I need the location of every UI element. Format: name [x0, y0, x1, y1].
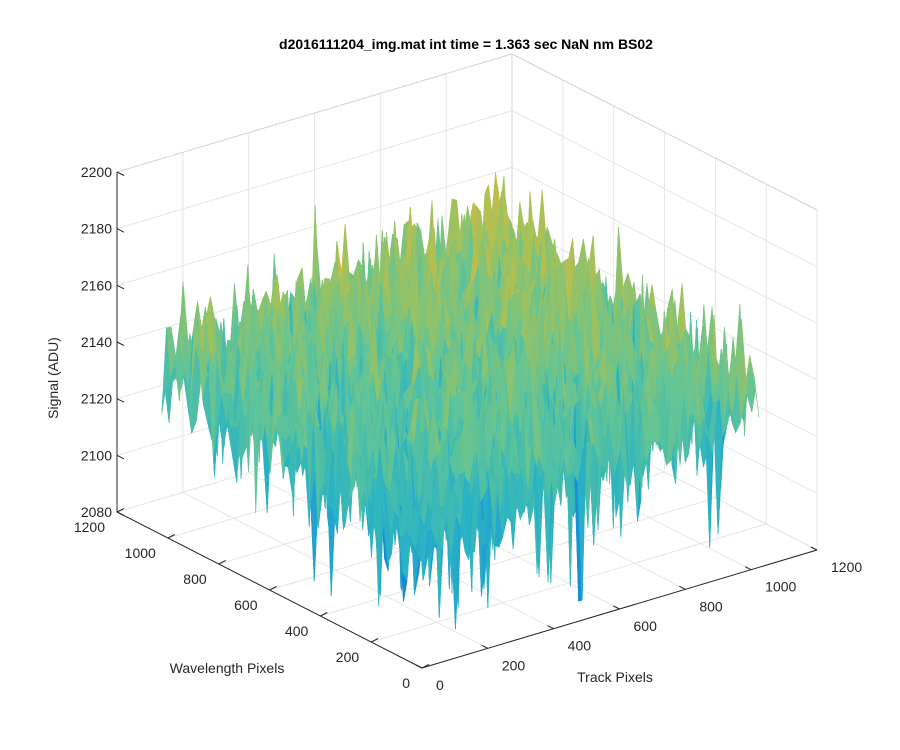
chart-title: d2016111204_img.mat int time = 1.363 sec… — [279, 36, 653, 52]
box-edge — [511, 53, 818, 211]
box-edge — [116, 53, 513, 173]
grid-line — [371, 523, 767, 643]
grid-line — [320, 497, 716, 617]
surface-mesh — [161, 172, 760, 630]
